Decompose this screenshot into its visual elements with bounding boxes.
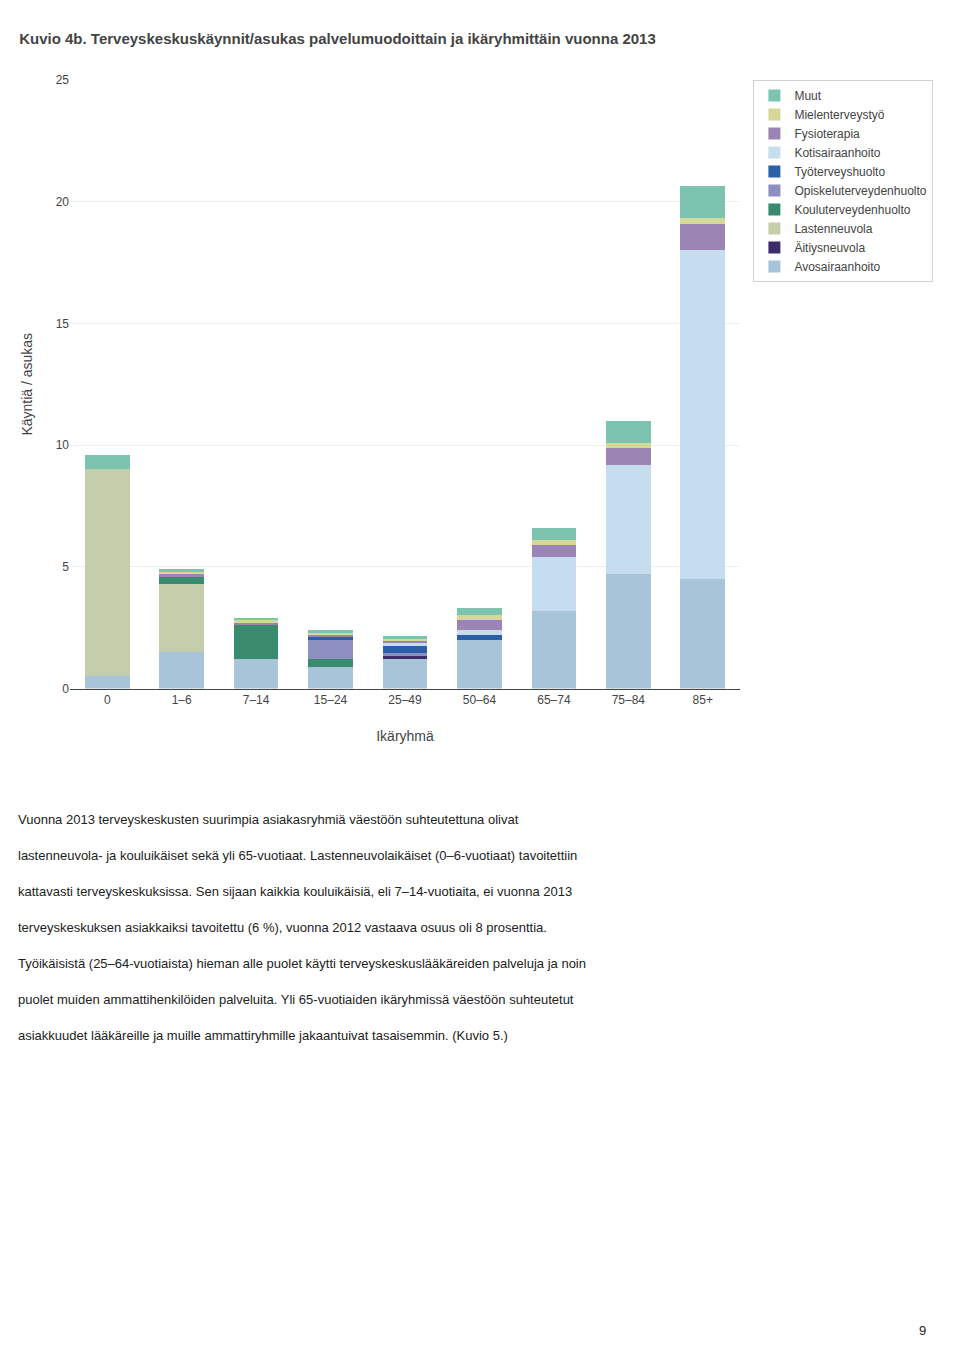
svg-text:Kuvio 4b. Terveyskeskuskäynnit: Kuvio 4b. Terveyskeskuskäynnit/asukas pa… xyxy=(19,30,656,47)
svg-text:Vuonna 2013 terveyskeskusten s: Vuonna 2013 terveyskeskusten suurimpia a… xyxy=(18,812,519,827)
svg-text:kattavasti terveyskeskuksissa.: kattavasti terveyskeskuksissa. Sen sijaa… xyxy=(18,884,572,899)
svg-text:Muut: Muut xyxy=(794,89,821,103)
svg-text:65–74: 65–74 xyxy=(537,693,571,707)
svg-text:lastenneuvola- ja kouluikäiset: lastenneuvola- ja kouluikäiset sekä yli … xyxy=(18,848,577,863)
svg-text:Mielenterveystyö: Mielenterveystyö xyxy=(794,108,884,122)
svg-text:25–49: 25–49 xyxy=(388,693,422,707)
svg-text:15: 15 xyxy=(56,317,70,331)
svg-text:Äitiysneuvola: Äitiysneuvola xyxy=(794,241,865,255)
svg-text:75–84: 75–84 xyxy=(612,693,646,707)
svg-text:puolet muiden ammattihenkilöid: puolet muiden ammattihenkilöiden palvelu… xyxy=(18,992,574,1007)
svg-text:0: 0 xyxy=(104,693,111,707)
svg-text:Lastenneuvola: Lastenneuvola xyxy=(794,222,872,236)
svg-text:50–64: 50–64 xyxy=(463,693,497,707)
svg-text:Työikäisistä (25–64-vuotiaista: Työikäisistä (25–64-vuotiaista) hieman a… xyxy=(18,956,586,971)
svg-text:0: 0 xyxy=(62,682,69,696)
svg-text:Kouluterveydenhuolto: Kouluterveydenhuolto xyxy=(794,203,910,217)
svg-text:7–14: 7–14 xyxy=(243,693,270,707)
svg-text:Työterveyshuolto: Työterveyshuolto xyxy=(794,165,885,179)
svg-text:20: 20 xyxy=(56,195,70,209)
svg-text:85+: 85+ xyxy=(693,693,713,707)
svg-text:1–6: 1–6 xyxy=(172,693,192,707)
svg-text:Fysioterapia: Fysioterapia xyxy=(794,127,860,141)
svg-text:15–24: 15–24 xyxy=(314,693,348,707)
svg-text:Opiskeluterveydenhuolto: Opiskeluterveydenhuolto xyxy=(794,184,926,198)
svg-text:Avosairaanhoito: Avosairaanhoito xyxy=(794,260,880,274)
svg-text:5: 5 xyxy=(62,560,69,574)
svg-text:9: 9 xyxy=(919,1323,926,1338)
svg-text:terveyskeskuksen asiakkaiksi t: terveyskeskuksen asiakkaiksi tavoitettu … xyxy=(18,920,547,935)
svg-text:Kotisairaanhoito: Kotisairaanhoito xyxy=(794,146,880,160)
svg-text:asiakkuudet lääkäreille ja mui: asiakkuudet lääkäreille ja muille ammatt… xyxy=(18,1028,508,1043)
svg-text:10: 10 xyxy=(56,438,70,452)
svg-text:Käyntiä / asukas: Käyntiä / asukas xyxy=(19,333,35,436)
svg-text:25: 25 xyxy=(56,73,70,87)
svg-text:Ikäryhmä: Ikäryhmä xyxy=(376,728,434,744)
